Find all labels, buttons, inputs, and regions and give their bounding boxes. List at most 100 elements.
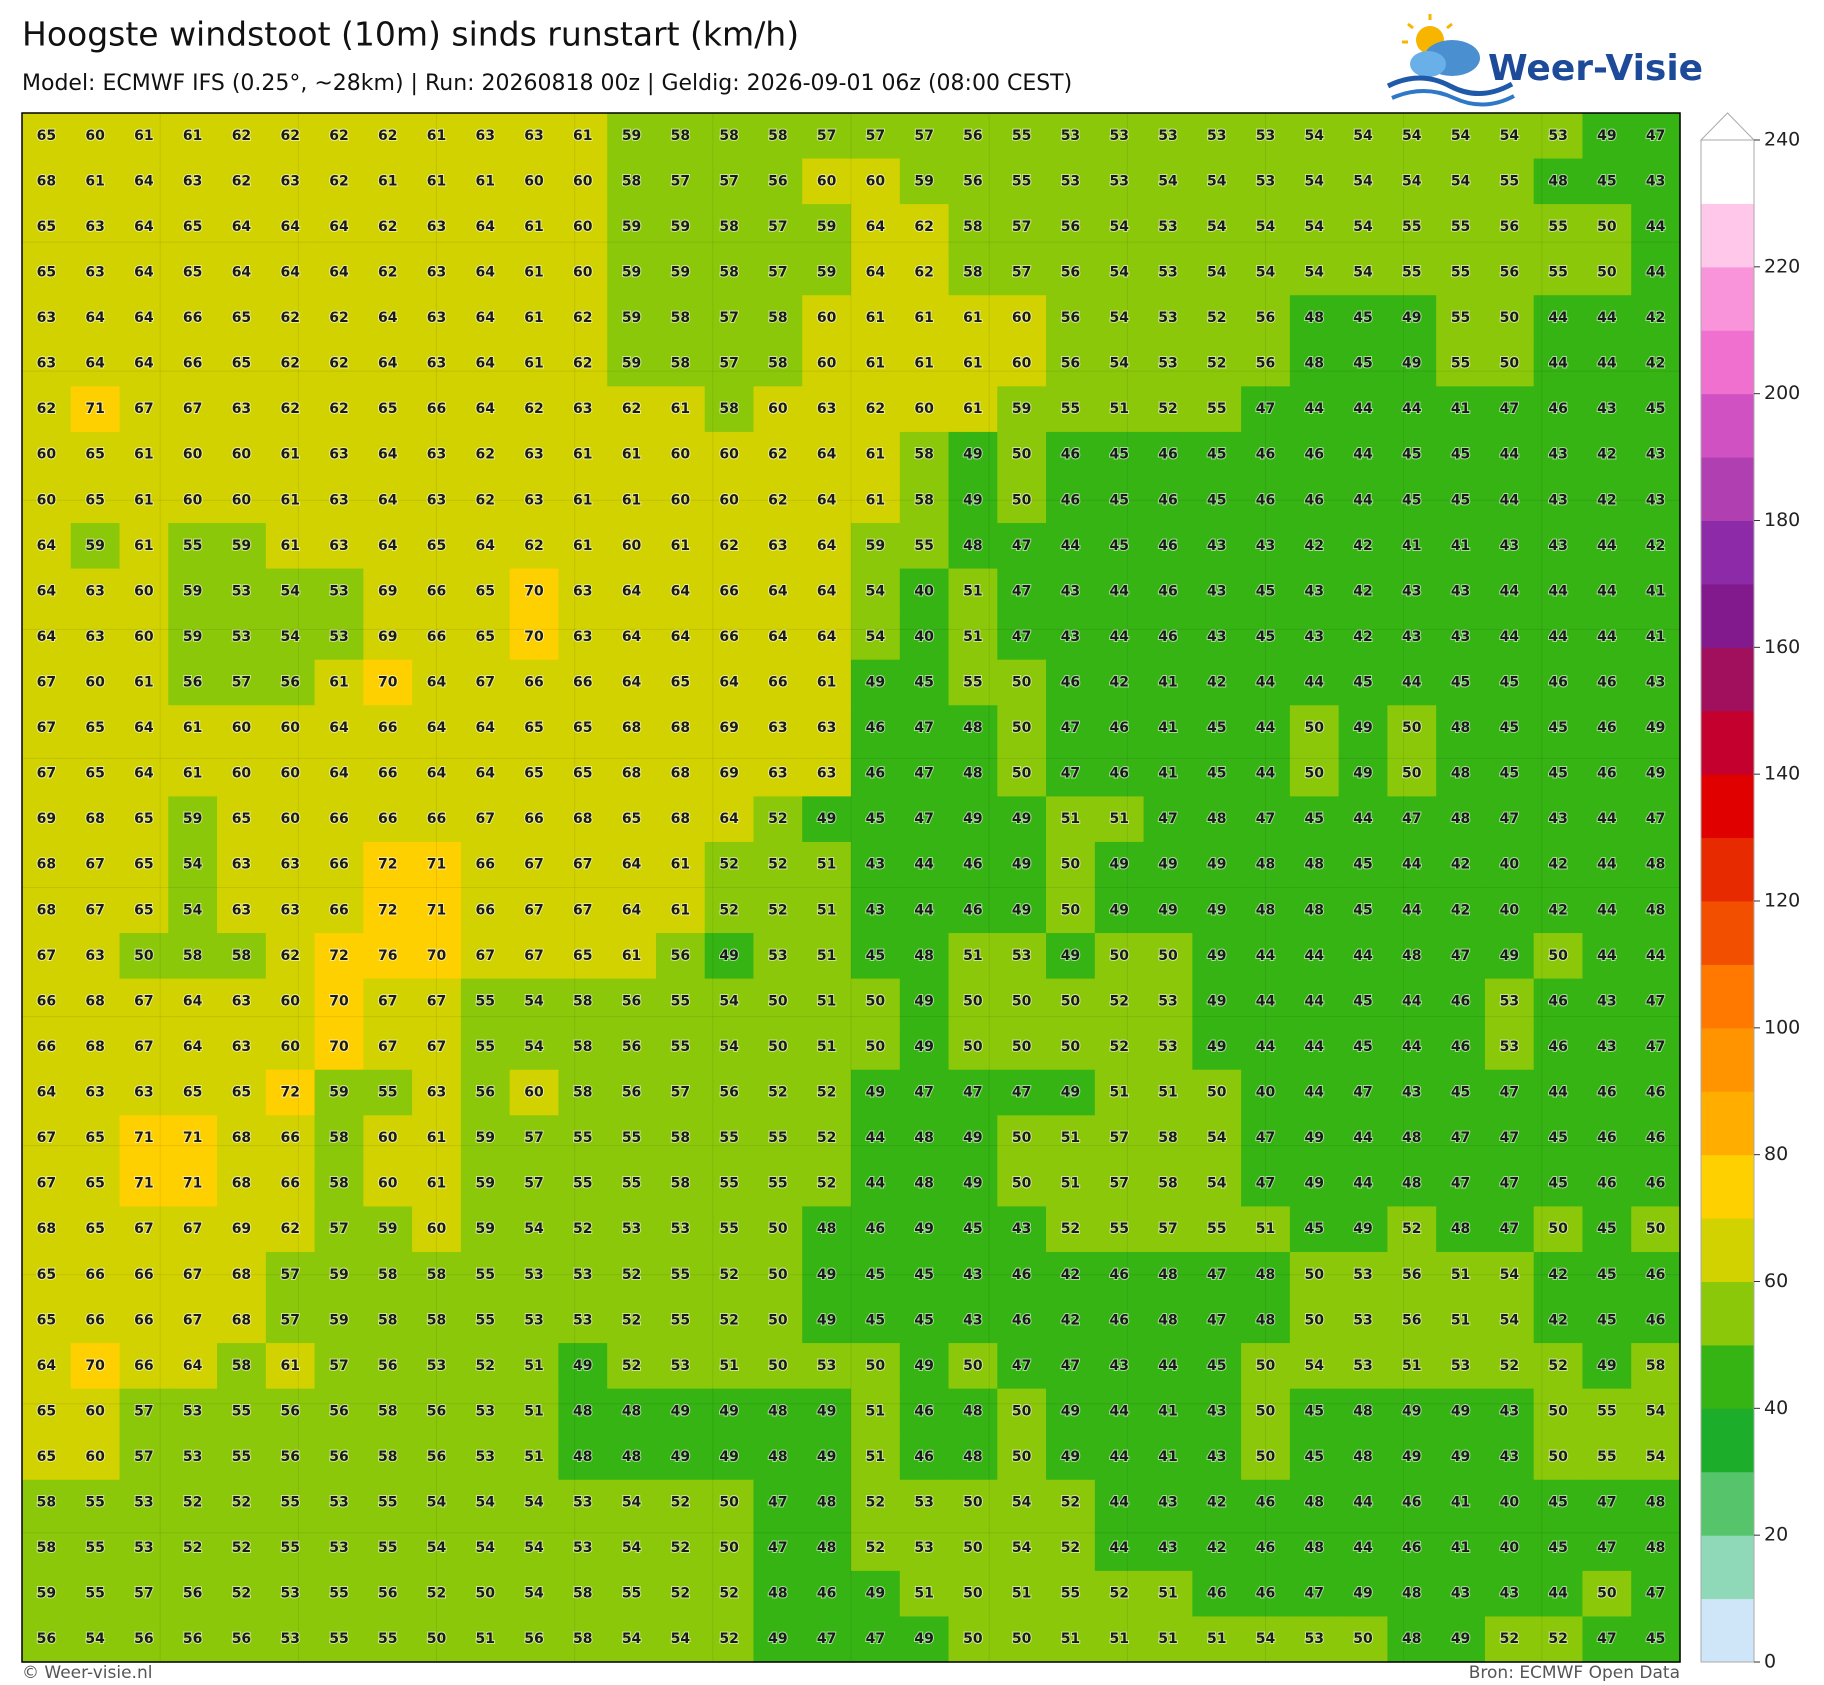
cell — [1241, 1024, 1291, 1071]
cell — [1241, 523, 1291, 570]
grid-value: 63 — [427, 310, 446, 326]
grid-value: 57 — [719, 173, 738, 189]
grid-value: 44 — [1597, 902, 1617, 918]
grid-value: 46 — [1158, 583, 1177, 599]
grid-value: 45 — [1207, 1358, 1226, 1374]
cell — [412, 340, 462, 387]
grid-value: 46 — [1597, 1130, 1616, 1146]
cell — [217, 204, 267, 251]
cell — [168, 386, 218, 433]
grid-value: 63 — [768, 720, 787, 736]
grid-value: 40 — [914, 629, 934, 645]
cell — [948, 295, 998, 342]
cell — [1338, 477, 1389, 524]
grid-value: 44 — [1305, 401, 1325, 417]
cell — [899, 386, 950, 433]
grid-value: 56 — [622, 1085, 641, 1101]
cell — [119, 386, 169, 433]
cell — [1484, 841, 1535, 889]
cell — [314, 113, 364, 160]
grid-value: 58 — [37, 1540, 56, 1556]
grid-value: 58 — [963, 264, 982, 280]
grid-value: 61 — [573, 492, 592, 508]
grid-value: 65 — [183, 219, 202, 235]
cell — [948, 887, 998, 934]
grid-value: 60 — [183, 447, 203, 463]
grid-value: 52 — [671, 1495, 690, 1511]
grid-value: 41 — [1158, 674, 1177, 690]
grid-value: 61 — [671, 857, 690, 873]
grid-value: 44 — [1548, 1586, 1568, 1602]
grid-value: 60 — [37, 447, 57, 463]
grid-value: 67 — [183, 1312, 202, 1328]
grid-value: 45 — [1207, 720, 1226, 736]
grid-value: 51 — [1158, 1631, 1177, 1647]
cell — [948, 614, 998, 661]
cell — [265, 477, 316, 524]
grid-value: 60 — [280, 720, 300, 736]
cell — [217, 933, 267, 980]
grid-value: 50 — [963, 1039, 983, 1055]
cell — [460, 431, 511, 479]
grid-value: 49 — [1353, 720, 1372, 736]
grid-value: 44 — [1646, 264, 1666, 280]
cell — [1289, 796, 1340, 843]
grid-value: 54 — [622, 1540, 642, 1556]
cell — [704, 659, 755, 706]
grid-value: 65 — [232, 310, 251, 326]
grid-value: 54 — [1305, 128, 1325, 144]
grid-value: 64 — [476, 401, 496, 417]
grid-value: 60 — [85, 1449, 105, 1465]
grid-value: 44 — [1548, 629, 1568, 645]
cell — [119, 340, 169, 387]
cell — [363, 978, 413, 1025]
grid-value: 63 — [85, 629, 104, 645]
cell — [217, 1115, 267, 1162]
grid-value: 47 — [1012, 538, 1031, 554]
cell — [1582, 750, 1632, 797]
grid-value: 67 — [134, 1221, 153, 1237]
grid-value: 55 — [671, 1312, 690, 1328]
grid-value: 57 — [134, 1403, 153, 1419]
subtitle: Model: ECMWF IFS (0.25°, ~28km) | Run: 2… — [22, 71, 1072, 96]
grid-value: 43 — [1109, 1358, 1128, 1374]
grid-value: 60 — [1012, 356, 1032, 372]
grid-value: 58 — [329, 1130, 348, 1146]
cell — [851, 386, 901, 433]
cell — [899, 249, 950, 296]
cell — [1289, 340, 1340, 387]
cell — [119, 1069, 169, 1116]
cell — [1484, 614, 1535, 661]
cell — [412, 1024, 462, 1071]
cell — [265, 113, 316, 160]
grid-value: 65 — [85, 720, 104, 736]
grid-value: 64 — [134, 264, 154, 280]
grid-value: 64 — [817, 492, 837, 508]
grid-value: 63 — [85, 264, 104, 280]
cell — [1533, 1069, 1584, 1116]
cell — [997, 477, 1047, 524]
grid-value: 56 — [183, 674, 202, 690]
cell — [899, 1115, 950, 1162]
cell — [1631, 431, 1681, 479]
grid-value: 64 — [183, 1358, 203, 1374]
cell — [1533, 568, 1584, 615]
cell — [168, 1069, 218, 1116]
grid-value: 50 — [427, 1631, 447, 1647]
grid-value: 50 — [1158, 948, 1178, 964]
grid-value: 60 — [232, 720, 252, 736]
grid-value: 43 — [1207, 629, 1226, 645]
cell — [119, 659, 169, 706]
cell — [558, 750, 608, 797]
grid-value: 65 — [573, 766, 592, 782]
cell — [655, 477, 706, 524]
cell — [1094, 1024, 1145, 1071]
grid-value: 44 — [1597, 310, 1617, 326]
cell — [314, 568, 364, 615]
cell — [851, 113, 901, 160]
cell — [1582, 978, 1632, 1025]
grid-value: 54 — [1451, 128, 1471, 144]
cell — [802, 705, 852, 752]
grid-value: 45 — [1646, 401, 1665, 417]
grid-value: 67 — [524, 902, 543, 918]
